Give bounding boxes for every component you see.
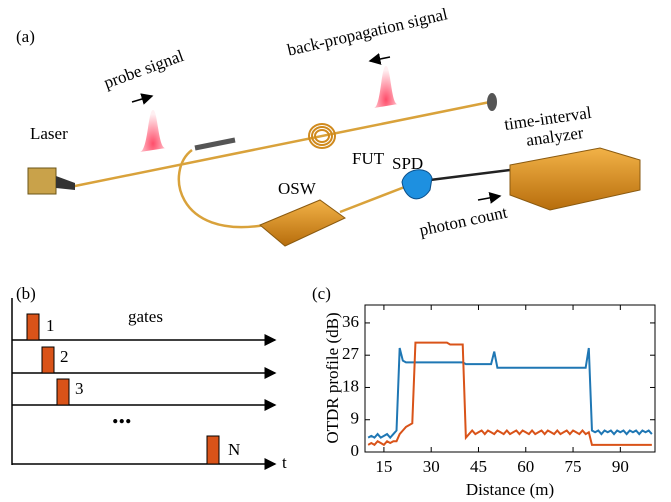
setup-diagram: (a) Laser probe signal back-propagation …	[16, 4, 640, 246]
y-tick-label: 27	[342, 344, 360, 363]
cable	[430, 170, 510, 180]
gates-label: gates	[128, 307, 163, 326]
coupler	[195, 140, 235, 148]
probe-pulse	[140, 110, 166, 152]
data-line	[368, 343, 652, 445]
gate-label: 3	[75, 379, 84, 398]
panel-label: (a)	[16, 27, 35, 46]
gate-label: 1	[46, 316, 55, 335]
probe-label: probe signal	[101, 46, 186, 93]
otdr-chart: (c) Distance (m) OTDR profile (dB) 15 30 4…	[312, 284, 655, 499]
gate-label: 2	[60, 347, 69, 366]
x-tick-label: 75	[565, 457, 582, 476]
arrow	[478, 196, 500, 200]
laser-label: Laser	[30, 124, 68, 143]
arrow	[370, 57, 390, 61]
ellipsis: ...	[112, 400, 132, 429]
figure: (a) Laser probe signal back-propagation …	[0, 0, 671, 502]
photon-count-label: photon count	[418, 203, 510, 240]
y-tick-label: 0	[351, 441, 360, 460]
x-tick-label: 30	[423, 457, 440, 476]
fut-label: FUT	[352, 149, 385, 168]
x-tick-label: 15	[375, 457, 392, 476]
y-tick-label: 9	[351, 409, 360, 428]
gate-pulse	[207, 436, 219, 464]
laser-connector	[56, 176, 75, 190]
x-axis-label: Distance (m)	[466, 480, 554, 499]
gate-pulse	[27, 314, 39, 340]
osw-box	[260, 200, 345, 246]
x-tick-label: 45	[470, 457, 487, 476]
back-propagation-label: back-propagation signal	[286, 4, 450, 59]
y-tick-label: 36	[342, 312, 359, 331]
mirror	[487, 93, 497, 111]
gate-label: N	[228, 440, 240, 459]
back-pulse	[374, 66, 398, 108]
x-tick-label: 60	[517, 457, 534, 476]
arrow	[132, 96, 152, 102]
timing-diagram: (b) 1 2 3 N gates ... t	[12, 284, 287, 472]
spd-detector	[402, 170, 432, 199]
laser-body	[28, 168, 56, 194]
spd-label: SPD	[392, 154, 423, 173]
analyzer-box	[510, 148, 640, 210]
osw-label: OSW	[278, 179, 317, 198]
gate-pulse	[42, 347, 54, 373]
gate-pulse	[57, 379, 69, 405]
time-label: t	[282, 453, 287, 472]
y-tick-label: 18	[342, 376, 359, 395]
x-tick-label: 90	[612, 457, 629, 476]
y-axis-label: OTDR profile (dB)	[323, 312, 342, 443]
panel-label: (b)	[16, 284, 36, 303]
panel-label: (c)	[312, 284, 331, 303]
